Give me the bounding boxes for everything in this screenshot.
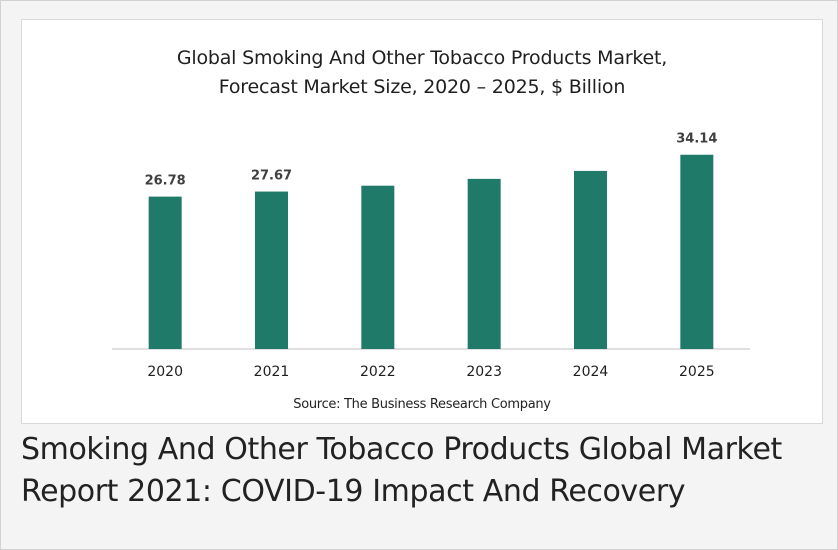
chart-title-line-2: Forecast Market Size, 2020 – 2025, $ Bil… [218,76,626,98]
value-labels-group: 26.78 27.67 34.14 [145,132,718,189]
x-tick-2023: 2023 [466,364,502,380]
bar-2022 [361,185,395,349]
chart-figure: 26.78 27.67 34.14 2020 2021 2022 2023 2024 2025… [21,19,823,424]
tick-labels-group: 2020 2021 2022 2023 2024 2025 [147,364,714,380]
bar-2025 [680,154,714,349]
bar-2020 [148,196,182,349]
x-tick-2024: 2024 [573,364,609,380]
value-label-2025: 34.14 [676,132,717,147]
x-tick-2022: 2022 [360,364,396,380]
report-title-link[interactable]: Smoking And Other Tobacco Products Globa… [21,429,821,513]
value-label-2020: 26.78 [145,174,186,189]
x-tick-2021: 2021 [254,364,290,380]
bars-group [148,154,714,349]
bar-2021 [255,191,288,349]
report-title-line-2: Report 2021: COVID-19 Impact And Recover… [21,474,686,509]
bar-2023 [467,178,501,349]
bar-2024 [574,170,607,349]
chart-source: Source: The Business Research Company [293,397,551,412]
chart-title-line-1: Global Smoking And Other Tobacco Product… [176,47,668,69]
bar-chart: 26.78 27.67 34.14 2020 2021 2022 2023 2024 2025 [112,132,750,380]
report-title-line-1: Smoking And Other Tobacco Products Globa… [21,432,782,467]
value-label-2021: 27.67 [251,169,292,184]
x-tick-2025: 2025 [679,364,715,380]
x-tick-2020: 2020 [147,364,183,380]
